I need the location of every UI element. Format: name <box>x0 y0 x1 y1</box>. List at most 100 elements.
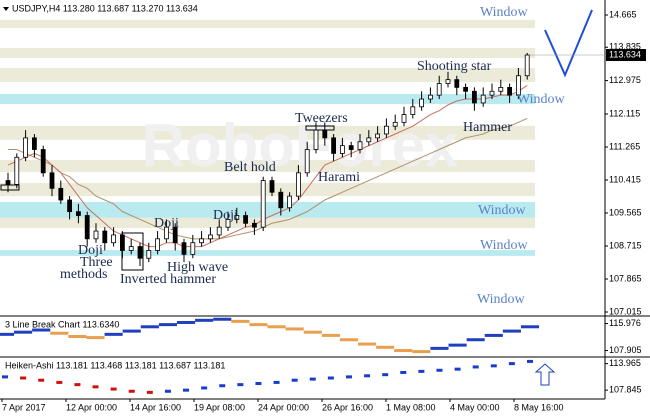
zones <box>0 19 535 256</box>
line-break-block <box>50 331 69 335</box>
line-break-block <box>520 325 540 329</box>
candle-body <box>489 90 495 96</box>
candle-body <box>516 75 521 96</box>
heiken-ashi-bar <box>20 376 27 380</box>
annotation: Window <box>517 92 566 107</box>
candle-body <box>322 129 328 139</box>
line-break-block <box>213 317 232 321</box>
line-break-block <box>502 329 521 333</box>
x-tick-label: 24 Apr 00:00 <box>258 402 309 412</box>
heiken-ashi-bar <box>436 368 443 372</box>
heiken-ashi-bar <box>128 389 135 393</box>
heiken-ashi-bar <box>92 385 99 389</box>
candle-body <box>410 106 416 115</box>
candle-body <box>32 137 37 150</box>
candle-body <box>190 242 196 255</box>
line-break-block <box>321 333 340 337</box>
candle-body <box>84 215 90 240</box>
line-break-block <box>412 350 431 354</box>
candle-body <box>207 234 213 240</box>
candle-body <box>480 94 486 104</box>
line-break-block <box>158 323 177 327</box>
heiken-ashi-bar <box>345 375 352 379</box>
candle-body <box>111 234 116 244</box>
heiken-ashi-bar <box>508 362 515 366</box>
y-tick-label: 107.015 <box>609 306 642 316</box>
heiken-ashi-bar <box>400 370 407 374</box>
up-arrow <box>534 363 556 386</box>
candle-body <box>128 246 134 251</box>
heiken-ashi-bar <box>2 375 8 379</box>
candle-body <box>49 172 55 189</box>
candle-body <box>155 238 161 251</box>
annotation: High wave <box>167 260 228 275</box>
candle-body <box>58 187 64 201</box>
heiken-ashi-bar <box>309 377 316 381</box>
heiken-ashi-bar <box>490 364 497 368</box>
candle-body <box>40 149 46 174</box>
zone <box>0 159 535 173</box>
candle-body <box>5 180 11 185</box>
candle-body <box>14 156 20 185</box>
line-break-block <box>339 338 359 342</box>
candle-body <box>401 114 407 123</box>
heiken-ashi-bar <box>527 359 533 363</box>
y-tick-label: 107.845 <box>609 385 642 395</box>
heiken-ashi-bar <box>327 376 334 380</box>
pattern-box <box>305 125 335 131</box>
candle-body <box>498 86 504 92</box>
annotation: Doji <box>78 243 103 258</box>
candle-body <box>67 199 72 213</box>
heiken-ashi-bar <box>201 386 208 390</box>
line-break-block <box>0 332 15 336</box>
y-tick-label: 107.905 <box>609 345 642 355</box>
main-plot <box>5 52 530 266</box>
candle-body <box>287 195 293 209</box>
heiken-ashi-bar <box>38 378 45 382</box>
x-tick-label: 12 Apr 00:00 <box>66 402 117 412</box>
heiken-ashi-bar <box>418 369 425 373</box>
line-break-block <box>394 349 413 353</box>
line-break-block <box>466 338 485 342</box>
heiken-ashi-bar <box>255 382 262 386</box>
y-tick-label: 115.976 <box>609 318 641 328</box>
zone <box>0 250 535 256</box>
candle-body <box>181 242 187 255</box>
annotation: Belt hold <box>224 160 276 175</box>
x-tick-label: 19 Apr 08:00 <box>194 402 245 412</box>
heiken-ashi-bar <box>364 374 371 378</box>
line-break-block <box>68 335 87 338</box>
candle-body <box>137 246 143 259</box>
heiken-ashi-bar <box>56 380 63 384</box>
heiken-ashi-bar <box>454 367 461 371</box>
zone <box>0 125 535 140</box>
line-break-block <box>14 330 33 334</box>
zone <box>0 93 535 105</box>
annotation: Doji <box>213 208 238 223</box>
line-break-block <box>140 325 159 329</box>
heiken-ashi-bar <box>472 365 479 369</box>
annotation: Hammer <box>463 120 512 135</box>
annotation: Window <box>480 238 529 253</box>
candle-body <box>445 79 451 84</box>
line-break-block <box>358 342 377 346</box>
candle-body <box>278 191 284 209</box>
annotation: Doji <box>154 216 179 231</box>
annotation: Harami <box>318 170 360 185</box>
heiken-ashi-bar <box>273 380 280 384</box>
annotation: Tweezers <box>295 111 348 126</box>
candle-body <box>23 137 29 158</box>
line-break-block <box>86 336 105 340</box>
candle-body <box>102 230 108 244</box>
moving-average <box>8 117 528 240</box>
line-break-block <box>448 343 467 347</box>
x-tick-label: 14 Apr 16:00 <box>130 402 181 412</box>
y-tick-label: 113.835 <box>609 42 641 52</box>
candle-body <box>419 98 425 108</box>
annotation: Window <box>477 292 526 307</box>
heiken-ashi-bar <box>74 383 81 387</box>
annotation: Three <box>80 255 113 270</box>
heiken-ashi-bar <box>219 384 226 388</box>
candle-body <box>454 79 460 88</box>
candle-body <box>199 238 205 244</box>
